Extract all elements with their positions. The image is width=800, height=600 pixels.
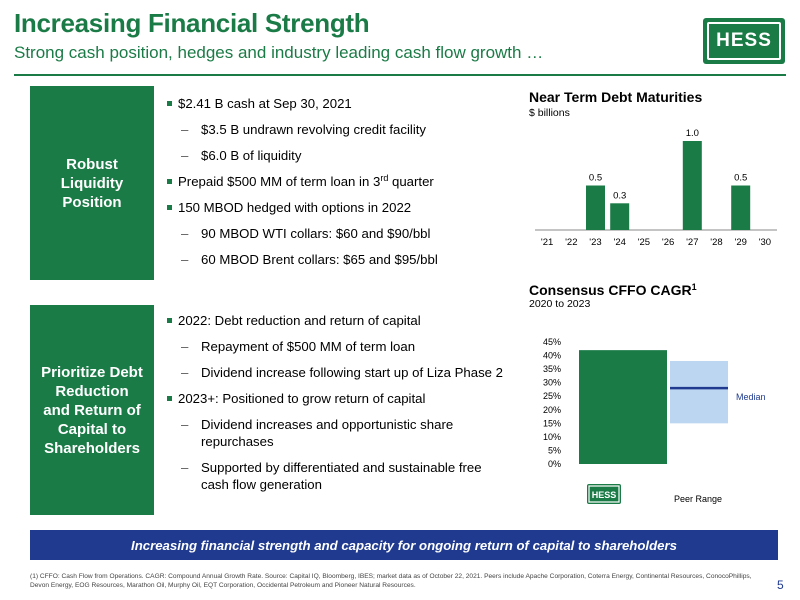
- x-tick-label: '27: [686, 237, 698, 248]
- section-label-liquidity: Robust Liquidity Position: [30, 86, 154, 280]
- peer-range-box: [670, 360, 728, 424]
- banner-text: Increasing financial strength and capaci…: [131, 537, 677, 553]
- debt-maturities-chart: '21 '22 0.5 '23 0.3 '24 '25 '26 1.0 '27 '28 0.5 '29 '…: [535, 128, 777, 248]
- liquidity-bullet-list: $2.41 B cash at Sep 30, 2021 $3.5 B undra…: [164, 95, 509, 277]
- peer-range-label: Peer Range: [674, 494, 722, 504]
- y-tick-label: 45%: [543, 337, 561, 347]
- hess-logo-border: [588, 485, 620, 503]
- data-label: 0.5: [734, 173, 747, 184]
- footnote: (1) CFFO: Cash Flow from Operations. CAG…: [30, 573, 752, 589]
- debt-reduction-bullet-list: 2022: Debt reduction and return of capit…: [164, 312, 509, 502]
- data-label: 1.0: [686, 128, 699, 139]
- bar-23: [586, 185, 605, 230]
- hess-bar: [579, 350, 667, 464]
- logo-text: HESS: [716, 30, 772, 51]
- cffo-cagr-chart: 0% 5% 10% 15% 20% 25% 30% 35% 40% 45% Median HESS Pe…: [543, 337, 766, 504]
- x-tick-label: '21: [541, 237, 553, 248]
- y-tick-label: 5%: [548, 445, 561, 455]
- section-label-text: Prioritize Debt Reduction and Return of …: [41, 363, 143, 457]
- x-tick-label: '28: [710, 237, 722, 248]
- hess-logo: HESS: [703, 18, 785, 64]
- x-tick-label: '30: [759, 237, 771, 248]
- debt-chart-title: Near Term Debt Maturities: [529, 89, 703, 105]
- bullet-item: 150 MBOD hedged with options in 2022: [164, 199, 509, 216]
- bar-24: [610, 203, 630, 230]
- sub-bullet-item: Dividend increases and opportunistic sha…: [164, 416, 509, 450]
- cffo-chart-title-text: Consensus CFFO CAGR: [529, 282, 692, 298]
- x-tick-label: '24: [614, 237, 626, 248]
- y-tick-label: 35%: [543, 364, 561, 374]
- data-label: 0.5: [589, 173, 602, 184]
- y-tick-label: 20%: [543, 405, 561, 415]
- sub-bullet-item: Supported by differentiated and sustaina…: [164, 459, 509, 493]
- section-label-debt-reduction: Prioritize Debt Reduction and Return of …: [30, 305, 154, 515]
- footnote-marker: 1: [691, 282, 697, 292]
- y-tick-label: 0%: [548, 459, 561, 469]
- cffo-chart-subtitle: 2020 to 2023: [529, 298, 591, 310]
- debt-chart-subtitle: $ billions: [529, 107, 570, 119]
- x-tick-label: '23: [589, 237, 601, 248]
- cffo-chart-title: Consensus CFFO CAGR1: [529, 282, 697, 298]
- bullet-item: Prepaid $500 MM of term loan in 3rd quar…: [164, 173, 509, 190]
- bar-29: [731, 185, 751, 230]
- sub-bullet-item: Repayment of $500 MM of term loan: [164, 338, 509, 355]
- title-divider: [14, 74, 786, 76]
- sub-bullet-item: Dividend increase following start up of …: [164, 364, 509, 381]
- sub-bullet-item: 60 MBOD Brent collars: $65 and $95/bbl: [164, 251, 509, 268]
- y-tick-label: 30%: [543, 378, 561, 388]
- x-tick-label: '25: [638, 237, 650, 248]
- y-tick-label: 40%: [543, 351, 561, 361]
- key-message-banner: Increasing financial strength and capaci…: [30, 530, 778, 560]
- y-tick-label: 25%: [543, 391, 561, 401]
- x-tick-label: '26: [662, 237, 674, 248]
- y-tick-label: 15%: [543, 418, 561, 428]
- sub-bullet-item: $3.5 B undrawn revolving credit facility: [164, 121, 509, 138]
- bullet-item: 2023+: Positioned to grow return of capi…: [164, 390, 509, 407]
- median-label: Median: [736, 392, 766, 402]
- hess-logo-text: HESS: [592, 490, 617, 500]
- bullet-item: 2022: Debt reduction and return of capit…: [164, 312, 509, 329]
- page-title: Increasing Financial Strength: [14, 8, 370, 38]
- y-tick-label: 10%: [543, 432, 561, 442]
- page-number: 5: [777, 578, 784, 592]
- data-label: 0.3: [613, 190, 626, 201]
- section-label-text: Robust Liquidity Position: [60, 155, 124, 211]
- bar-27: [682, 141, 702, 230]
- hess-logo-label: [587, 484, 621, 504]
- x-tick-label: '29: [735, 237, 747, 248]
- bullet-item: $2.41 B cash at Sep 30, 2021: [164, 95, 509, 112]
- x-tick-label: '22: [565, 237, 577, 248]
- sub-bullet-item: 90 MBOD WTI collars: $60 and $90/bbl: [164, 225, 509, 242]
- page-subtitle: Strong cash position, hedges and industr…: [14, 43, 544, 62]
- sub-bullet-item: $6.0 B of liquidity: [164, 147, 509, 164]
